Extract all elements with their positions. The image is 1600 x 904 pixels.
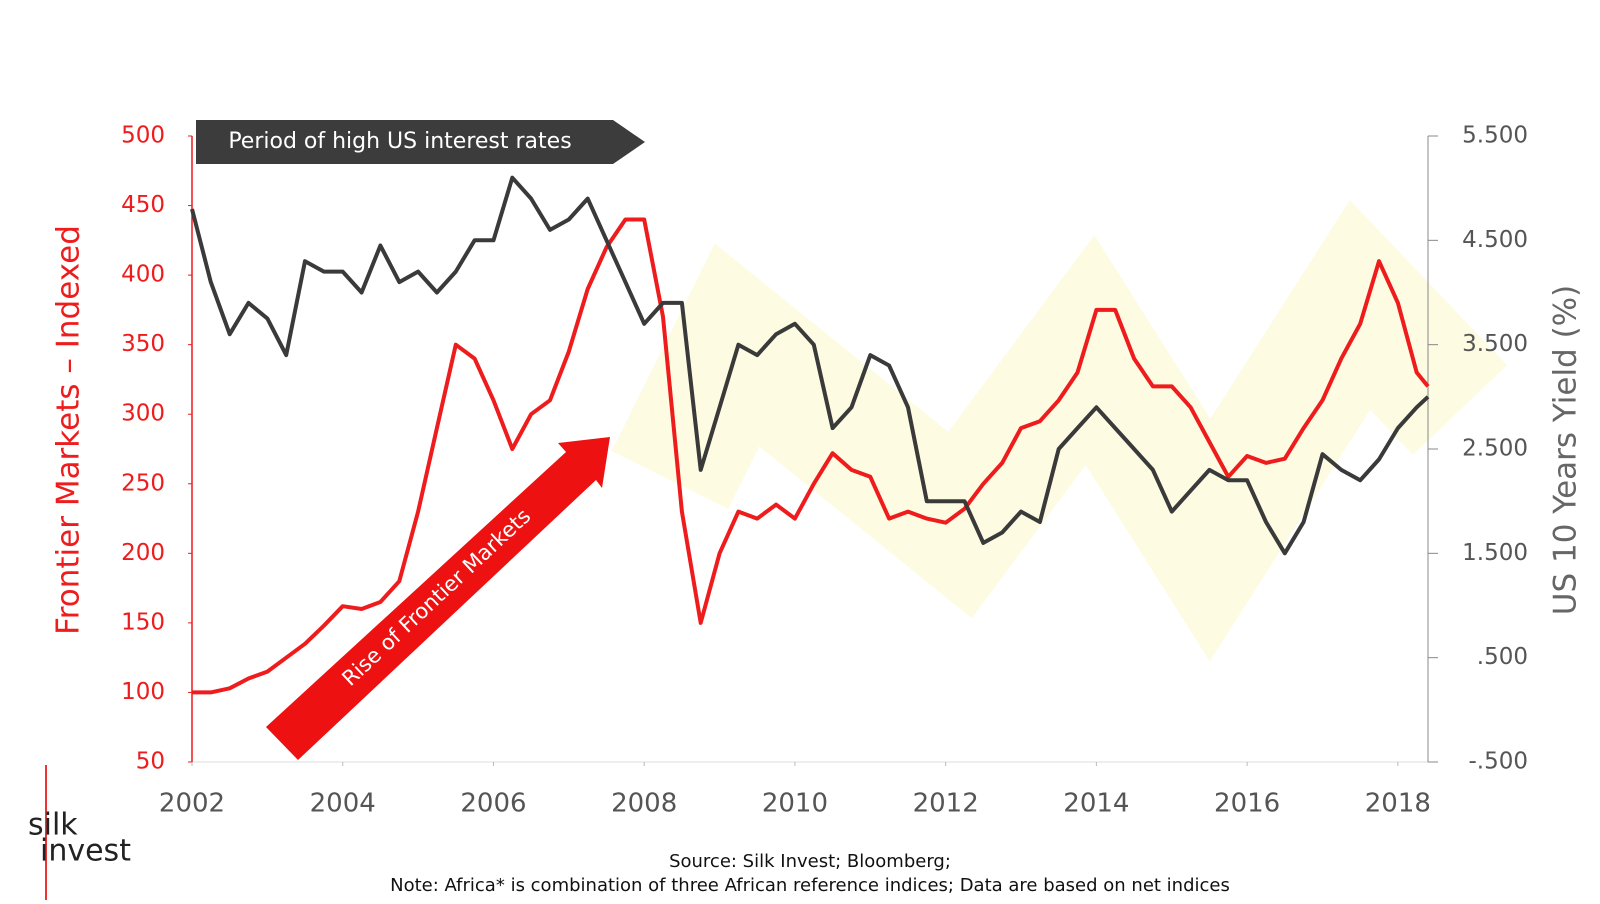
highlight-band: [611, 200, 1508, 662]
y-tick-label: 100: [121, 679, 165, 705]
x-tick-label: 2012: [913, 789, 979, 819]
y-tick-label: 500: [121, 123, 165, 149]
rise-arrow: [266, 437, 610, 760]
y-tick-label: 400: [121, 262, 165, 288]
y-tick-label: 300: [121, 401, 165, 427]
y-tick-label: 350: [121, 331, 165, 357]
y-tick-label: 250: [121, 470, 165, 496]
x-tick-label: 2010: [762, 789, 828, 819]
y2-tick-label: 5.500: [1462, 123, 1528, 149]
y2-tick-label: -.500: [1468, 749, 1528, 775]
y2-tick-label: 4.500: [1462, 227, 1528, 253]
logo-bottom: invest: [40, 834, 131, 869]
x-tick-label: 2004: [310, 789, 376, 819]
arrow-text: Rise of Frontier Markets: [337, 504, 535, 691]
y-tick-label: 150: [121, 609, 165, 635]
y2-tick-label: 3.500: [1462, 331, 1528, 357]
y2-tick-label: .500: [1477, 644, 1528, 670]
y-tick-label: 450: [121, 192, 165, 218]
y-axis-title: Frontier Markets – Indexed: [51, 225, 87, 635]
series-line: [192, 217, 1430, 695]
source-text: Source: Silk Invest; Bloomberg;: [669, 851, 951, 872]
y2-tick-label: 2.500: [1462, 436, 1528, 462]
x-tick-label: 2008: [611, 789, 677, 819]
x-tick-label: 2014: [1063, 789, 1129, 819]
x-tick-label: 2018: [1365, 789, 1431, 819]
y2-tick-label: 1.500: [1462, 540, 1528, 566]
logo-top: silk: [28, 808, 78, 843]
banner-text: Period of high US interest rates: [228, 129, 571, 154]
y2-axis-title: US 10 Years Yield (%): [1548, 285, 1584, 615]
y-tick-label: 200: [121, 540, 165, 566]
x-tick-label: 2002: [159, 789, 225, 819]
series-line: [190, 175, 1430, 556]
y-tick-label: 50: [136, 749, 165, 775]
note-text: Note: Africa* is combination of three Af…: [390, 875, 1230, 896]
banner-arrow: [196, 120, 645, 164]
x-tick-label: 2016: [1214, 789, 1280, 819]
x-tick-label: 2006: [460, 789, 526, 819]
